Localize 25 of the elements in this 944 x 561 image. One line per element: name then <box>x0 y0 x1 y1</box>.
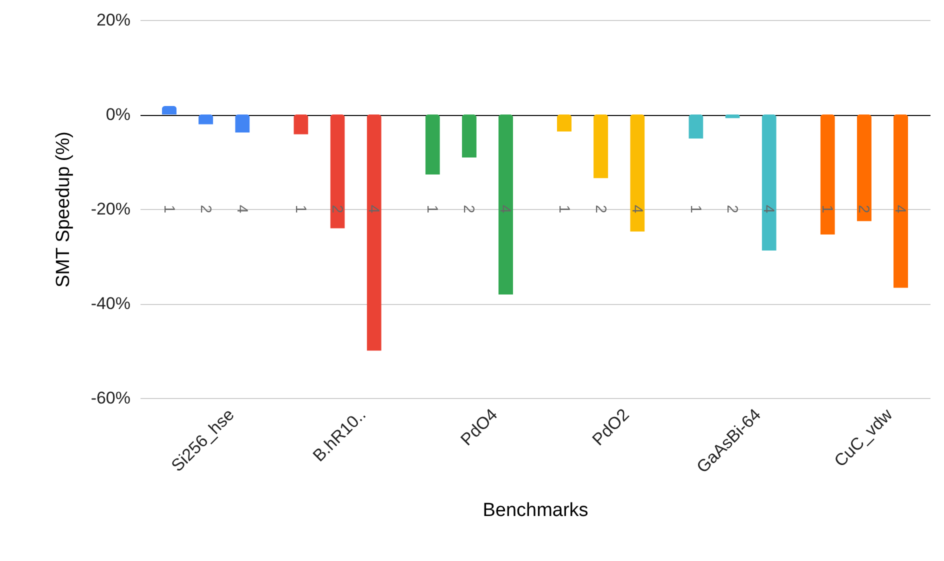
text: 2 <box>328 204 346 214</box>
text: 1 <box>424 204 441 214</box>
text: 4 <box>760 204 778 214</box>
text: 1 <box>292 204 309 214</box>
y-tick-label: 0% <box>106 105 130 124</box>
series-label: 4 <box>628 204 646 214</box>
text: 2 <box>592 204 609 214</box>
text: 2 <box>724 204 740 214</box>
text: 1 <box>160 204 178 214</box>
text: 4 <box>496 204 514 214</box>
y-tick-label: -60% <box>90 388 130 408</box>
y-tick-label: 20% <box>96 10 130 30</box>
text: 2 <box>196 204 214 214</box>
text: 4 <box>365 204 382 214</box>
text: 4 <box>892 204 909 214</box>
y-tick-label: -20% <box>90 200 130 218</box>
series-label: 1 <box>818 204 836 214</box>
series-label: 2 <box>855 204 872 214</box>
text: 2 <box>460 204 478 214</box>
y-tick-label: -40% <box>90 294 130 313</box>
x-axis-title: Benchmarks <box>482 500 588 521</box>
text: 4 <box>233 204 250 214</box>
text: 1 <box>686 204 704 214</box>
text: 1 <box>555 204 572 214</box>
y-axis-title: SMT Speedup (%) <box>52 132 74 288</box>
